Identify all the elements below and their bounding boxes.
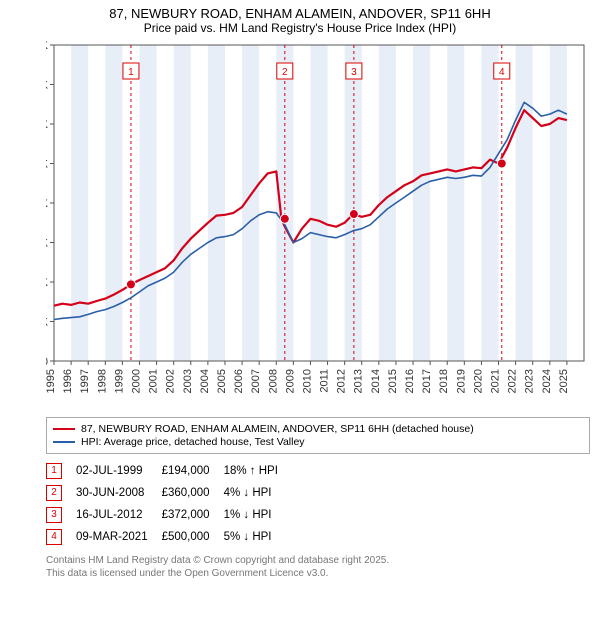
sale-date: 30-JUN-2008 <box>76 482 162 504</box>
chart-subtitle: Price paid vs. HM Land Registry's House … <box>0 21 600 35</box>
svg-text:£700K: £700K <box>46 80 49 92</box>
sale-index: 2 <box>46 482 76 504</box>
legend-label: HPI: Average price, detached house, Test… <box>81 436 305 448</box>
svg-text:2019: 2019 <box>455 369 467 393</box>
legend-swatch <box>53 441 75 443</box>
svg-text:£800K: £800K <box>46 40 49 52</box>
svg-text:2017: 2017 <box>421 369 433 393</box>
svg-text:2023: 2023 <box>524 369 536 393</box>
sales-table: 102-JUL-1999£194,00018% ↑ HPI230-JUN-200… <box>46 460 292 548</box>
svg-text:2016: 2016 <box>404 369 416 393</box>
svg-text:£0: £0 <box>46 356 48 368</box>
svg-text:3: 3 <box>351 67 357 78</box>
svg-text:2002: 2002 <box>165 369 177 393</box>
svg-text:£300K: £300K <box>46 238 49 250</box>
sale-date: 02-JUL-1999 <box>76 460 162 482</box>
sale-vs-hpi: 18% ↑ HPI <box>224 460 292 482</box>
svg-text:£100K: £100K <box>46 317 49 329</box>
sale-date: 16-JUL-2012 <box>76 504 162 526</box>
legend-item: HPI: Average price, detached house, Test… <box>53 436 583 448</box>
svg-text:2009: 2009 <box>284 369 296 393</box>
price-chart-figure: 87, NEWBURY ROAD, ENHAM ALAMEIN, ANDOVER… <box>0 6 600 580</box>
legend-swatch <box>53 428 75 430</box>
svg-text:1996: 1996 <box>62 369 74 393</box>
attribution-footnote: Contains HM Land Registry data © Crown c… <box>46 554 590 580</box>
svg-text:2: 2 <box>282 67 288 78</box>
svg-text:2000: 2000 <box>130 369 142 393</box>
svg-text:2005: 2005 <box>216 369 228 393</box>
svg-text:2024: 2024 <box>541 369 553 393</box>
footnote-line-2: This data is licensed under the Open Gov… <box>46 568 328 579</box>
table-row: 409-MAR-2021£500,0005% ↓ HPI <box>46 526 292 548</box>
svg-text:2022: 2022 <box>507 369 519 393</box>
sale-vs-hpi: 4% ↓ HPI <box>224 482 292 504</box>
svg-text:2013: 2013 <box>353 369 365 393</box>
plot-area: £0 £100K £200K £300K £400K £500K £600K £700K £80… <box>46 39 590 409</box>
svg-text:2021: 2021 <box>490 369 502 393</box>
sale-vs-hpi: 1% ↓ HPI <box>224 504 292 526</box>
svg-text:2014: 2014 <box>370 369 382 393</box>
svg-text:£500K: £500K <box>46 159 49 171</box>
sale-price: £194,000 <box>162 460 224 482</box>
svg-text:1: 1 <box>128 67 134 78</box>
svg-text:2011: 2011 <box>319 369 331 393</box>
sale-index: 3 <box>46 504 76 526</box>
svg-text:1998: 1998 <box>96 369 108 393</box>
sale-vs-hpi: 5% ↓ HPI <box>224 526 292 548</box>
chart-title: 87, NEWBURY ROAD, ENHAM ALAMEIN, ANDOVER… <box>0 6 600 21</box>
svg-text:2003: 2003 <box>182 369 194 393</box>
chart-svg: £0 £100K £200K £300K £400K £500K £600K £700K £80… <box>46 39 590 409</box>
svg-text:2018: 2018 <box>438 369 450 393</box>
sale-price: £360,000 <box>162 482 224 504</box>
svg-text:£200K: £200K <box>46 277 49 289</box>
sale-date: 09-MAR-2021 <box>76 526 162 548</box>
svg-text:2006: 2006 <box>233 369 245 393</box>
svg-text:£600K: £600K <box>46 119 49 131</box>
legend: 87, NEWBURY ROAD, ENHAM ALAMEIN, ANDOVER… <box>46 417 590 454</box>
svg-text:2001: 2001 <box>148 369 160 393</box>
table-row: 316-JUL-2012£372,0001% ↓ HPI <box>46 504 292 526</box>
svg-text:2008: 2008 <box>267 369 279 393</box>
sale-price: £372,000 <box>162 504 224 526</box>
sale-index: 4 <box>46 526 76 548</box>
svg-text:2015: 2015 <box>387 369 399 393</box>
svg-text:2004: 2004 <box>199 369 211 393</box>
svg-text:4: 4 <box>499 67 505 78</box>
legend-item: 87, NEWBURY ROAD, ENHAM ALAMEIN, ANDOVER… <box>53 423 583 435</box>
svg-text:£400K: £400K <box>46 198 49 210</box>
sale-index: 1 <box>46 460 76 482</box>
svg-text:2007: 2007 <box>250 369 262 393</box>
svg-text:2010: 2010 <box>301 369 313 393</box>
table-row: 230-JUN-2008£360,0004% ↓ HPI <box>46 482 292 504</box>
legend-label: 87, NEWBURY ROAD, ENHAM ALAMEIN, ANDOVER… <box>81 423 474 435</box>
svg-text:1995: 1995 <box>46 369 57 393</box>
svg-text:2025: 2025 <box>558 369 570 393</box>
table-row: 102-JUL-1999£194,00018% ↑ HPI <box>46 460 292 482</box>
svg-text:1999: 1999 <box>113 369 125 393</box>
sale-price: £500,000 <box>162 526 224 548</box>
svg-text:2020: 2020 <box>472 369 484 393</box>
svg-text:2012: 2012 <box>336 369 348 393</box>
footnote-line-1: Contains HM Land Registry data © Crown c… <box>46 555 389 566</box>
svg-text:1997: 1997 <box>79 369 91 393</box>
